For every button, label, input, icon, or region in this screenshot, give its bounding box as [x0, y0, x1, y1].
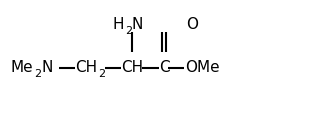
Text: N: N [132, 17, 143, 32]
Text: O: O [186, 17, 198, 32]
Text: C: C [159, 60, 170, 75]
Text: CH: CH [122, 60, 144, 75]
Text: OMe: OMe [185, 60, 219, 75]
Text: 2: 2 [125, 26, 132, 36]
Text: N: N [42, 60, 53, 75]
Text: CH: CH [75, 60, 98, 75]
Text: 2: 2 [99, 69, 106, 79]
Text: Me: Me [10, 60, 33, 75]
Text: 2: 2 [34, 69, 42, 79]
Text: H: H [113, 17, 124, 32]
